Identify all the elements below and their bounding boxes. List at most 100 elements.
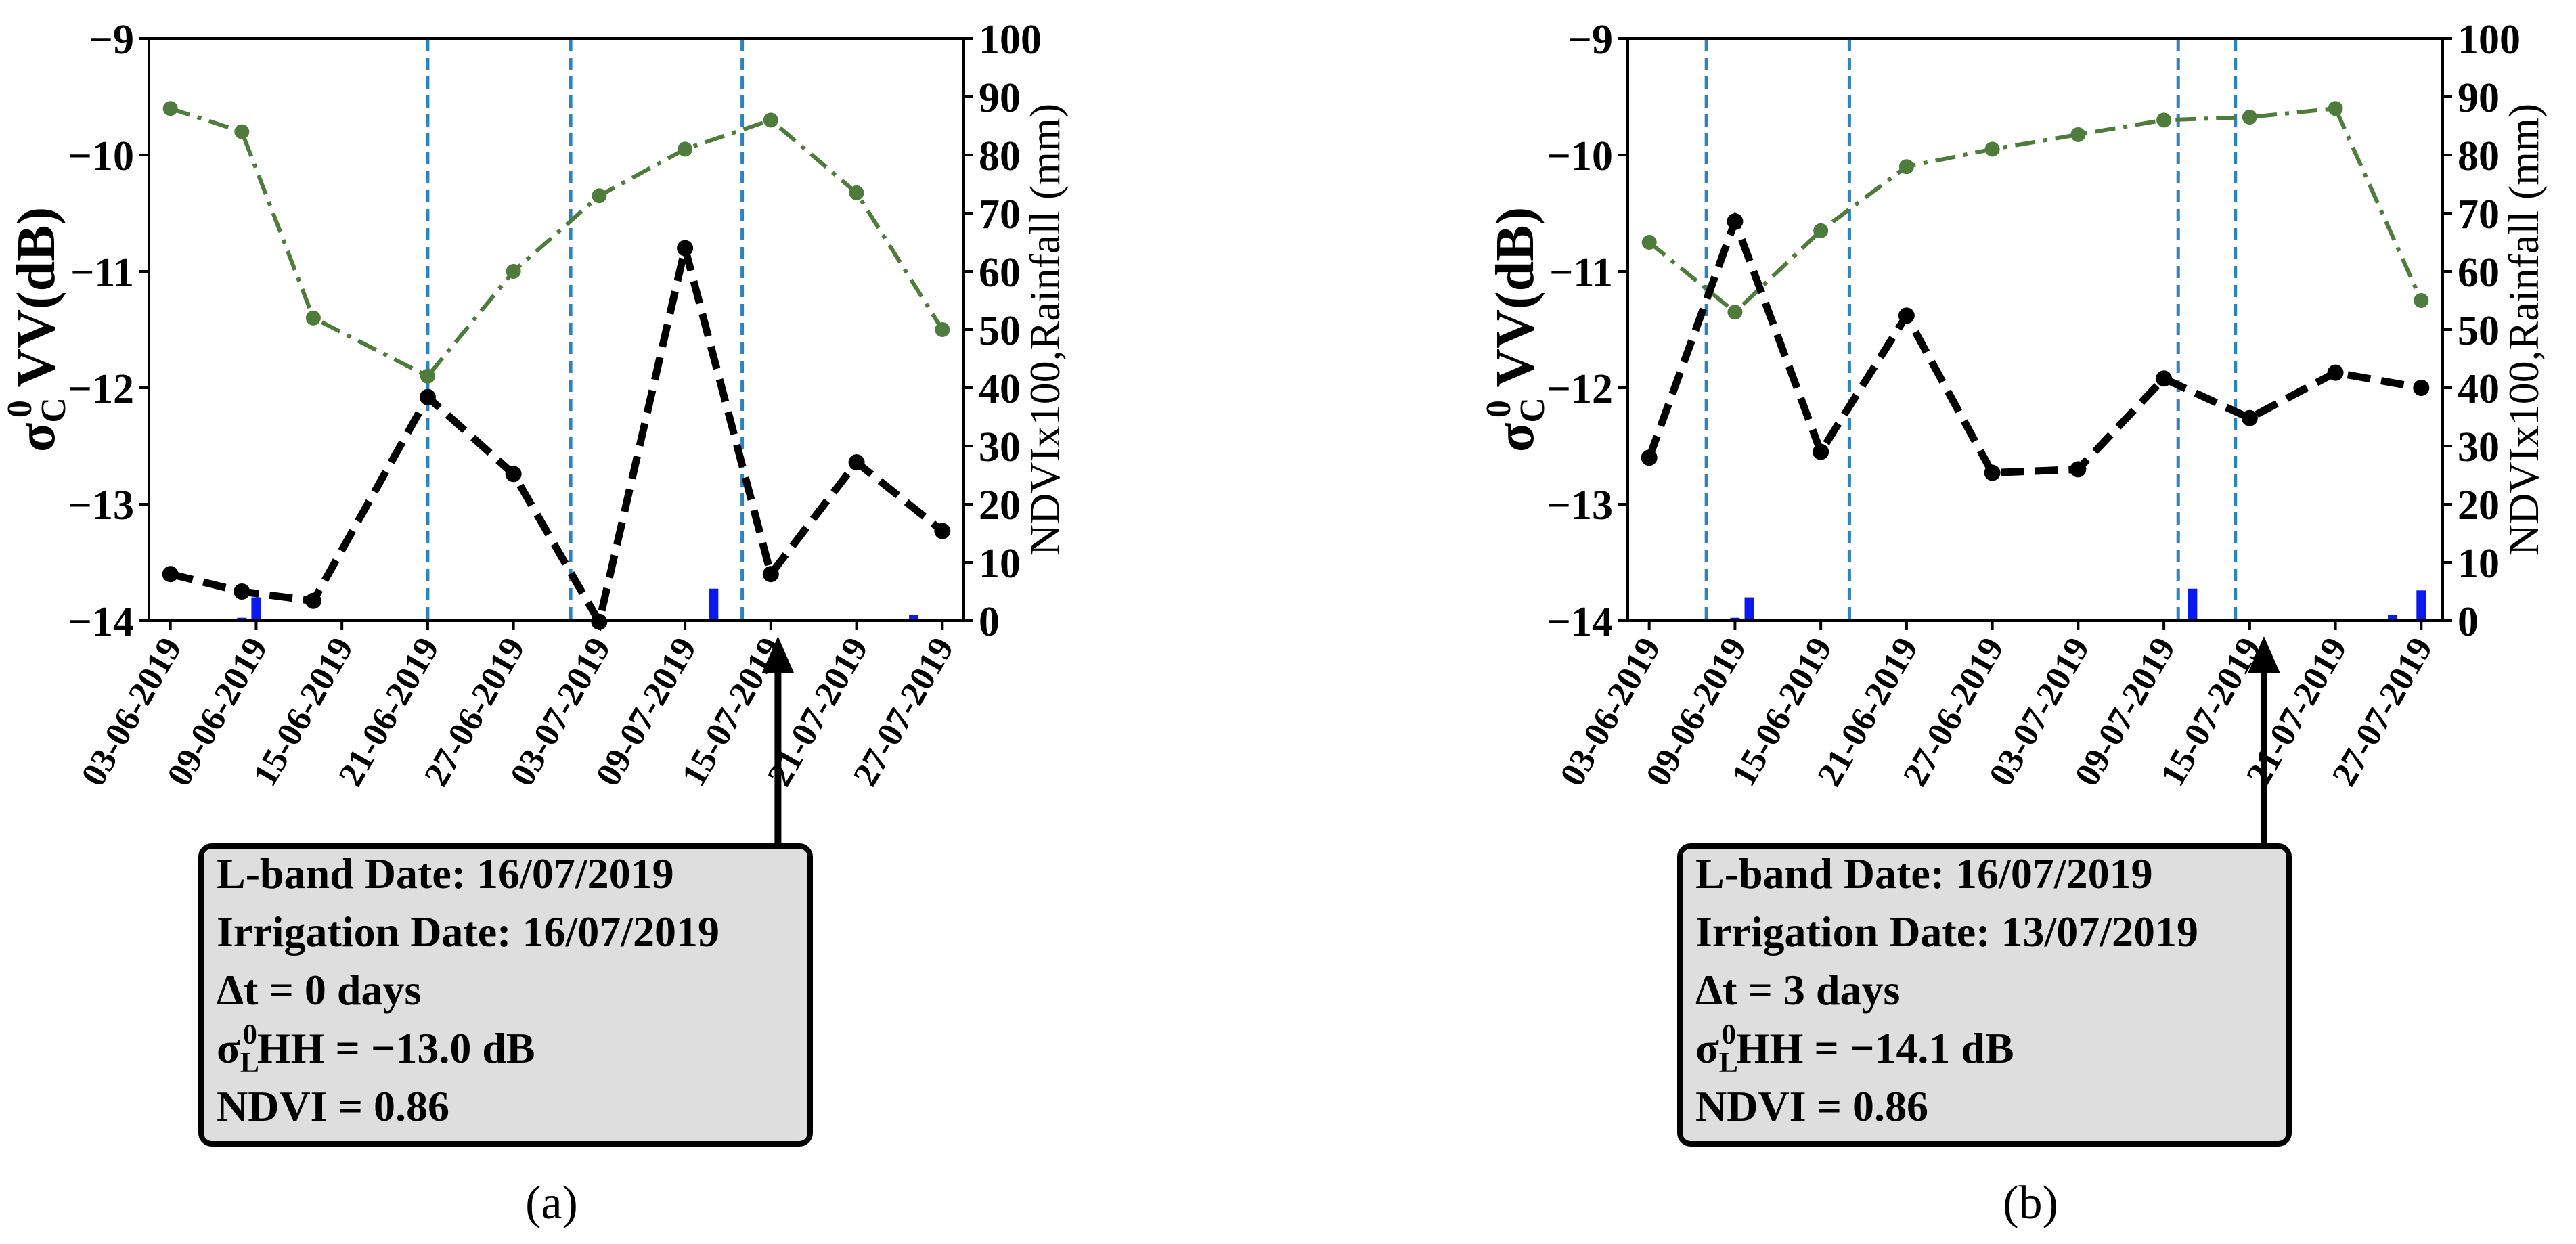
ndvi-point xyxy=(1727,305,1743,320)
panel-a: −9 −10 −11 −12 −13 −14 100 90 80 70 60 50 40 30 20 10 0 0… xyxy=(1,17,1069,1229)
backscatter-point xyxy=(934,523,951,539)
right-y-tick-label: 80 xyxy=(979,133,1021,179)
right-y-tick-label: 100 xyxy=(2458,17,2521,63)
annotation-lband-date: L-band Date: 16/07/2019 xyxy=(217,849,674,897)
backscatter-point xyxy=(762,566,779,583)
rainfall-bar xyxy=(909,615,919,621)
right-y-axis-label: NDVIx100,Rainfall (mm) xyxy=(1021,104,1069,556)
backscatter-point xyxy=(305,592,321,609)
right-y-tick-label: 30 xyxy=(979,424,1021,470)
left-y-tick-label: −9 xyxy=(1568,17,1613,63)
irrigation-markers xyxy=(426,39,745,621)
panel-label: (b) xyxy=(2003,1177,2058,1229)
right-y-tick-label: 60 xyxy=(979,250,1021,296)
panel-b: −9 −10 −11 −12 −13 −14 100 90 80 70 60 50 40 30 20 10 0 0… xyxy=(1479,0,2576,1244)
backscatter-point xyxy=(2070,461,2087,478)
right-y-tick-label: 80 xyxy=(2458,133,2500,179)
right-y-tick-label: 100 xyxy=(979,17,1042,63)
annotation-box: L-band Date: 16/07/2019 Irrigation Date:… xyxy=(198,843,813,1147)
axes: −9−10−11−12−13−1410090807060504030201000… xyxy=(68,17,1042,793)
right-y-tick-label: 90 xyxy=(2458,75,2500,121)
backscatter-point xyxy=(162,566,179,583)
ndvi-point xyxy=(234,124,250,139)
right-y-tick-label: 0 xyxy=(2458,599,2479,645)
right-y-tick-label: 20 xyxy=(979,483,1021,529)
arrow xyxy=(761,636,795,849)
backscatter-line xyxy=(1645,210,2422,477)
rainfall-bars xyxy=(1730,588,2426,621)
right-y-tick-label: 90 xyxy=(979,75,1021,121)
backscatter-point xyxy=(848,454,865,471)
panel-label: (a) xyxy=(525,1177,578,1229)
left-y-tick-label: −12 xyxy=(1547,366,1613,412)
ndvi-line xyxy=(169,106,944,379)
ndvi-point xyxy=(420,368,435,384)
plot-frame xyxy=(1626,37,2444,622)
rainfall-bar xyxy=(1744,597,1754,621)
left-y-tick-label: −11 xyxy=(1549,250,1613,296)
rainfall-bar xyxy=(251,597,261,621)
ndvi-point xyxy=(763,112,778,128)
ndvi-point xyxy=(2242,110,2257,125)
ndvi-point xyxy=(2156,112,2172,128)
backscatter-point xyxy=(2413,380,2430,396)
ndvi-point xyxy=(2328,101,2343,116)
backscatter-point xyxy=(419,388,436,405)
right-y-tick-label: 10 xyxy=(2458,541,2500,587)
backscatter-point xyxy=(1727,213,1744,230)
annotation-delta-t: Δt = 3 days xyxy=(1695,966,1900,1014)
backscatter-point xyxy=(2241,409,2258,426)
right-y-tick-label: 50 xyxy=(2458,308,2500,354)
left-y-tick-label: −14 xyxy=(68,599,134,645)
left-y-tick-label: −13 xyxy=(68,483,134,529)
ndvi-line xyxy=(1647,106,2424,315)
arrow xyxy=(2247,636,2280,849)
right-y-tick-label: 0 xyxy=(979,599,1000,645)
annotation-ndvi: NDVI = 0.86 xyxy=(217,1082,449,1130)
backscatter-series xyxy=(162,240,951,632)
right-y-tick-label: 40 xyxy=(2458,366,2500,412)
ndvi-point xyxy=(162,101,178,116)
ndvi-point xyxy=(678,141,693,157)
annotation-sigma-hh: σL0HH = −14.1 dB xyxy=(1695,1019,2014,1079)
annotation-irrigation-date: Irrigation Date: 16/07/2019 xyxy=(217,908,719,956)
left-y-tick-label: −11 xyxy=(70,250,134,296)
irrigation-markers xyxy=(1704,39,2238,621)
annotation-sigma-hh: σL0HH = −13.0 dB xyxy=(217,1019,535,1079)
rainfall-bar xyxy=(709,588,719,621)
backscatter-point xyxy=(505,466,522,483)
left-y-tick-label: −12 xyxy=(68,366,134,412)
ndvi-point xyxy=(592,188,607,204)
rainfall-bar xyxy=(2188,588,2198,621)
backscatter-line xyxy=(169,247,945,632)
right-y-tick-label: 30 xyxy=(2458,424,2500,470)
backscatter-point xyxy=(1984,464,2001,481)
right-y-tick-label: 10 xyxy=(979,541,1021,587)
left-y-tick-label: −13 xyxy=(1547,483,1613,529)
backscatter-point xyxy=(1898,307,1915,324)
left-y-tick-label: −14 xyxy=(1547,599,1613,645)
right-y-axis-label: NDVIx100,Rainfall (mm) xyxy=(2500,104,2548,556)
rainfall-bar xyxy=(2416,590,2426,621)
chart-svg: −9−10−11−12−13−1410090807060504030201000… xyxy=(1480,17,2548,1229)
left-y-tick-label: −10 xyxy=(68,133,134,179)
annotation-delta-t: Δt = 0 days xyxy=(217,966,421,1014)
backscatter-point xyxy=(677,240,694,257)
annotation-ndvi: NDVI = 0.86 xyxy=(1695,1082,1928,1130)
backscatter-point xyxy=(1813,443,1829,460)
ndvi-point xyxy=(2414,293,2429,308)
right-y-tick-label: 20 xyxy=(2458,483,2500,529)
right-y-tick-label: 40 xyxy=(979,366,1021,412)
left-y-tick-label: −9 xyxy=(89,17,134,63)
backscatter-point xyxy=(2327,364,2344,381)
right-y-tick-label: 70 xyxy=(979,192,1021,238)
ndvi-series xyxy=(1641,101,2429,320)
rainfall-bar xyxy=(1730,617,1740,621)
rainfall-bars xyxy=(237,588,919,621)
backscatter-point xyxy=(2156,370,2173,387)
chart-svg: −9−10−11−12−13−1410090807060504030201000… xyxy=(1,17,1069,1229)
rainfall-bar xyxy=(2388,615,2398,621)
annotation-box: L-band Date: 16/07/2019 Irrigation Date:… xyxy=(1677,843,2292,1147)
backscatter-series xyxy=(1641,210,2430,481)
ndvi-point xyxy=(1641,235,1657,250)
